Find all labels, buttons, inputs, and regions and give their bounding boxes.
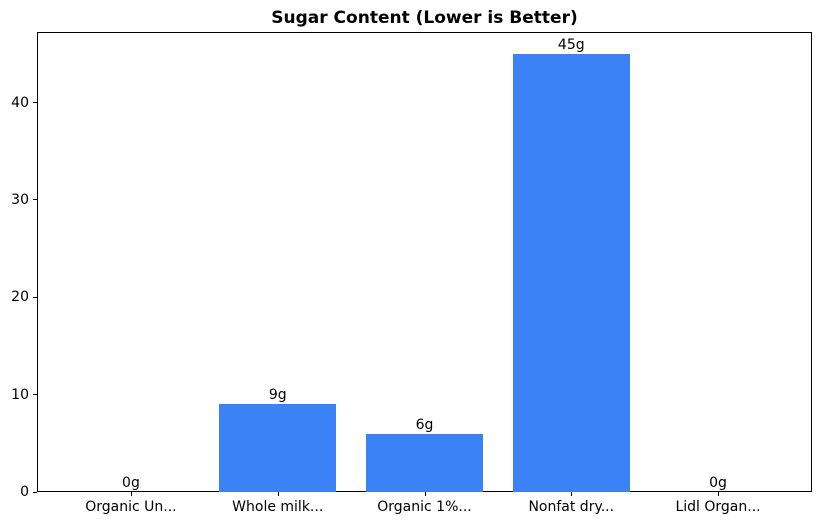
bar-value-label: 0g [122,475,140,491]
bar [512,53,630,492]
x-tick-label: Lidl Organ... [675,499,761,515]
x-tick [718,492,720,496]
y-tick [33,296,37,298]
plot-area [37,32,812,492]
y-tick-label: 20 [11,289,29,306]
bar [219,404,337,492]
x-tick [277,492,279,496]
bar-value-label: 0g [709,475,727,491]
chart-title: Sugar Content (Lower is Better) [271,8,578,28]
y-tick-label: 10 [11,386,29,403]
y-tick [33,102,37,104]
y-tick [33,394,37,396]
bar [365,433,484,492]
x-tick [424,492,426,496]
y-tick-label: 30 [11,191,29,208]
x-tick [130,492,132,496]
bar-value-label: 9g [268,387,287,404]
y-tick-label: 0 [20,484,29,500]
x-tick-label: Organic Un... [85,499,177,515]
x-tick [571,492,573,496]
y-tick-label: 40 [11,94,29,111]
y-tick [33,491,37,493]
bar-value-label: 6g [415,416,434,433]
bar-value-label: 45g [557,36,585,53]
x-tick-label: Organic 1%... [377,499,472,515]
y-tick [33,199,37,201]
x-tick-label: Whole milk... [232,499,324,515]
x-tick-label: Nonfat dry... [528,499,615,515]
